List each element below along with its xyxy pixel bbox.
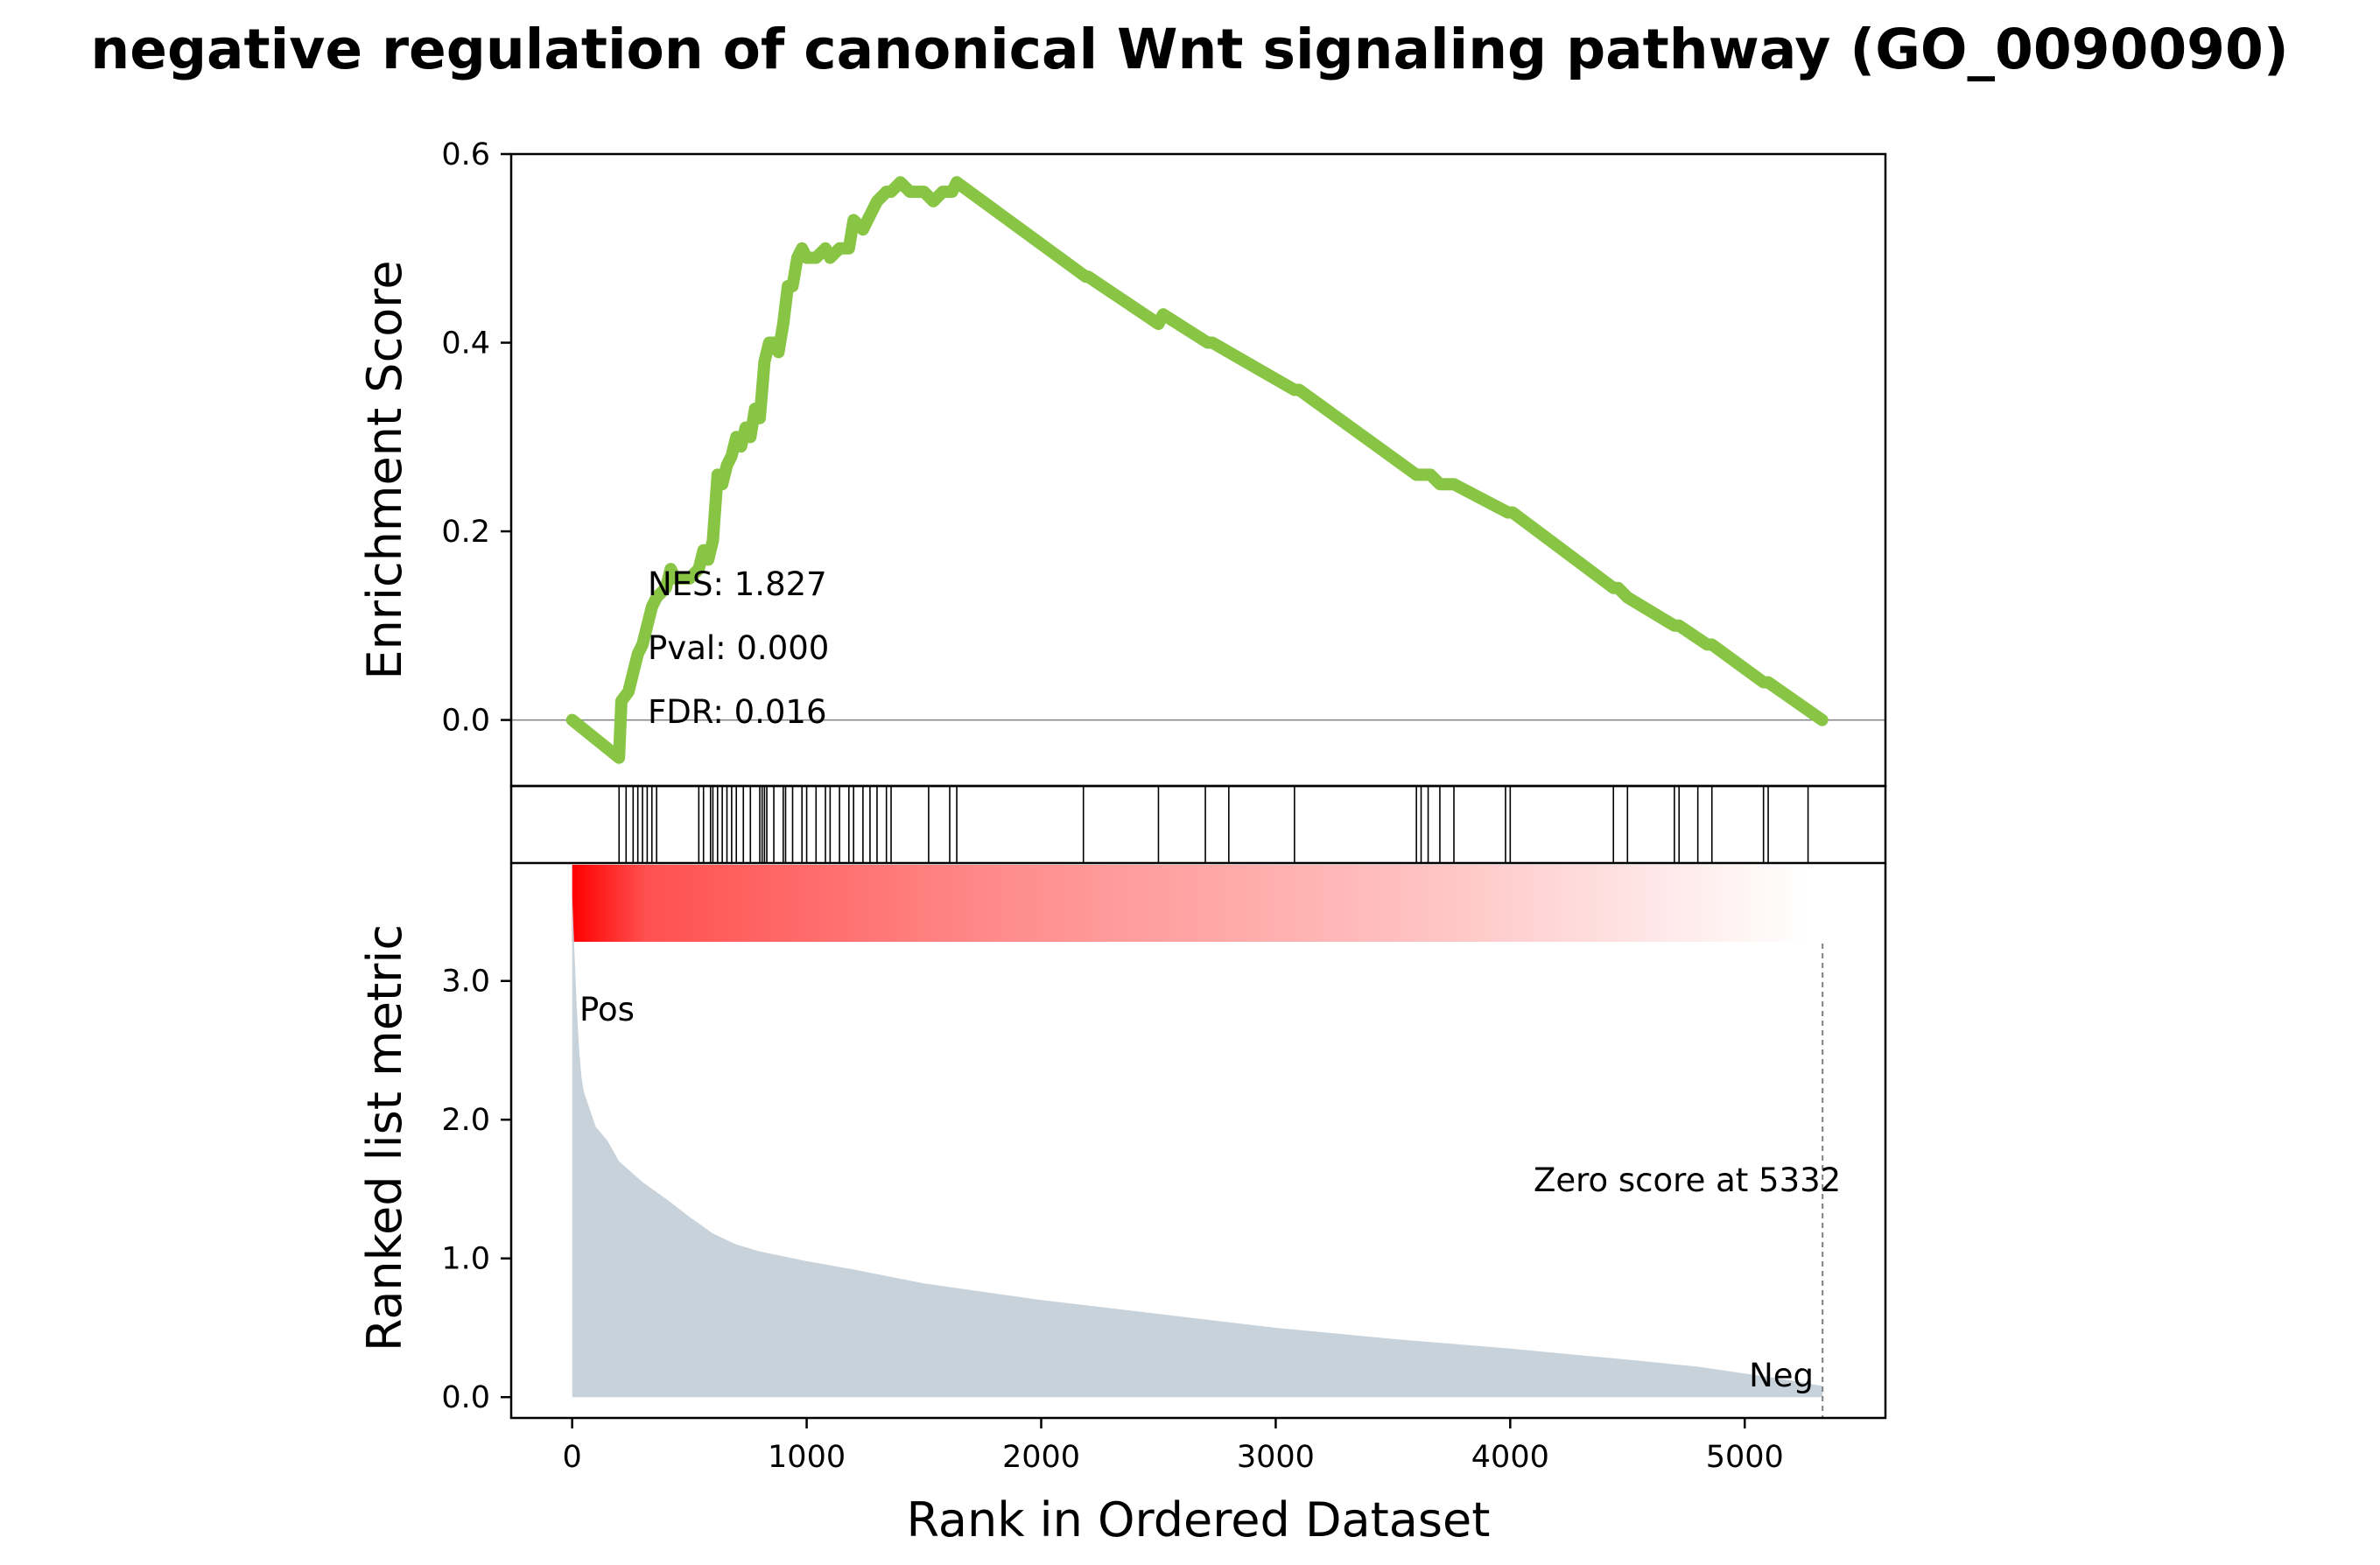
hit-lines — [618, 786, 1809, 863]
zero-score-text: Zero score at 5332 — [1534, 1161, 1841, 1199]
es-y-axis-title: Enrichment Score — [357, 260, 412, 679]
es-y-tick-label: 0.6 — [441, 137, 490, 172]
x-tick-label: 4000 — [1471, 1440, 1549, 1475]
x-tick-label: 2000 — [1002, 1440, 1080, 1475]
hits-panel-frame — [509, 784, 1887, 865]
x-axis-title: Rank in Ordered Dataset — [907, 1492, 1491, 1547]
metric-panel-frame — [509, 863, 1887, 1420]
enrichment-score-line — [565, 176, 1829, 764]
enrichment-score-panel: 0.0 0.2 0.4 0.6 Enrichment Score NES: 1.827… — [357, 137, 1887, 788]
stats-text-block: NES: 1.827 Pval: 0.000 FDR: 0.016 — [648, 565, 829, 731]
nes-text: NES: 1.827 — [648, 565, 827, 603]
fdr-text: FDR: 0.016 — [648, 693, 827, 731]
x-tick-label: 3000 — [1237, 1440, 1315, 1475]
metric-y-tick-label: 0.0 — [441, 1380, 490, 1415]
metric-y-tick-label: 2.0 — [441, 1103, 490, 1138]
metric-y-ticks: 0.0 1.0 2.0 3.0 — [441, 965, 511, 1415]
figure-title: negative regulation of canonical Wnt sig… — [90, 18, 2288, 81]
x-tick-label: 1000 — [768, 1440, 846, 1475]
es-y-tick-label: 0.4 — [441, 326, 490, 361]
rank-color-bar — [572, 865, 1808, 942]
es-y-tick-label: 0.0 — [441, 704, 490, 739]
x-tick-label: 5000 — [1706, 1440, 1784, 1475]
hit-markers-panel — [509, 784, 1887, 865]
x-tick-label: 0 — [563, 1440, 582, 1475]
metric-y-axis-title: Ranked list metric — [357, 924, 412, 1351]
ranked-metric-area — [572, 895, 1823, 1398]
metric-x-ticks: 0 1000 2000 3000 4000 5000 — [563, 1418, 1784, 1475]
pos-label: Pos — [579, 991, 635, 1028]
metric-y-tick-label: 1.0 — [441, 1242, 490, 1277]
es-y-tick-label: 0.2 — [441, 515, 490, 550]
metric-y-tick-label: 3.0 — [441, 965, 490, 1000]
ranked-metric-panel: 0.0 1.0 2.0 3.0 0 1000 2000 3000 4000 5000 Pos N… — [357, 863, 1887, 1547]
es-y-ticks: 0.0 0.2 0.4 0.6 — [441, 137, 511, 739]
pval-text: Pval: 0.000 — [648, 629, 829, 667]
neg-label: Neg — [1749, 1357, 1814, 1394]
